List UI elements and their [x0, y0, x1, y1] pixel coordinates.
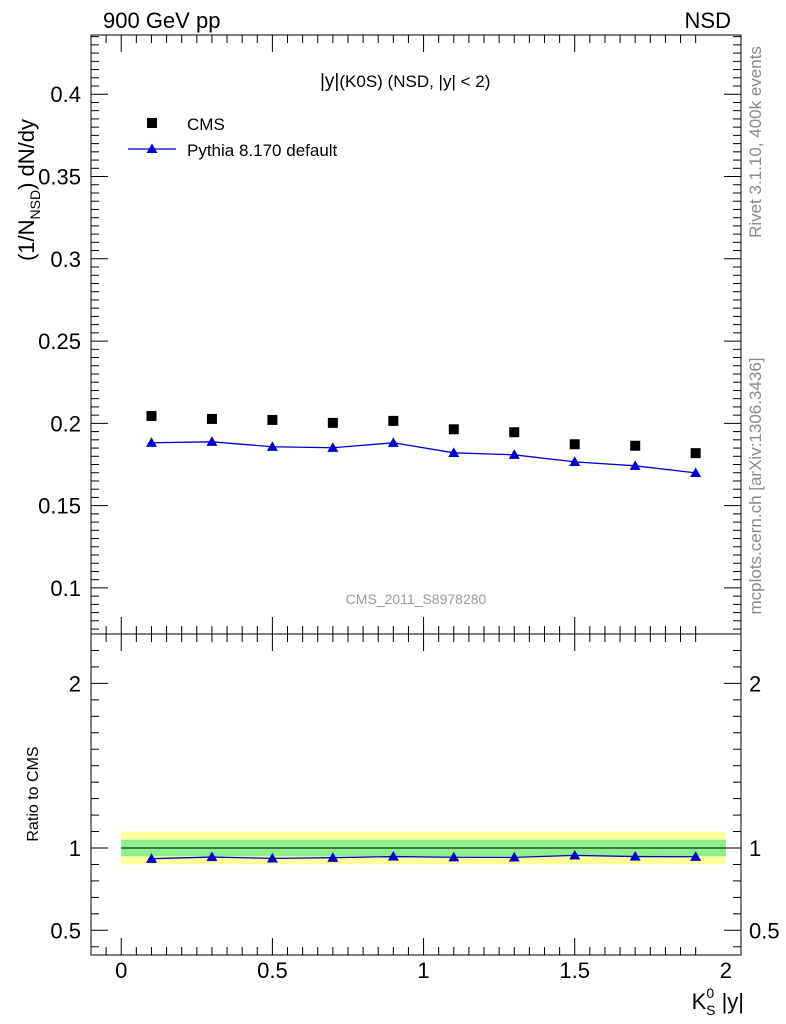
plot-title-rest: (K0S) (NSD, |y| < 2): [339, 72, 490, 91]
header-right: NSD: [685, 8, 731, 33]
mc-point-ratio: [448, 851, 460, 862]
x-tick-labels: 0 0.5 1 1.5 2: [115, 958, 732, 983]
cms-point: [630, 440, 641, 451]
mc-point-main: [629, 460, 641, 470]
mc-point-ratio: [387, 851, 399, 861]
rivet-version-label: Rivet 3.1.10, 400k events: [746, 46, 765, 238]
x-tick-label: 1.5: [559, 958, 590, 983]
cms-point: [569, 439, 580, 450]
mc-point-ratio: [206, 851, 218, 862]
mc-series-main: [145, 436, 702, 478]
main-y-tick-label: 0.25: [38, 329, 81, 354]
mc-point-main: [508, 449, 520, 459]
main-y-tick-label: 0.4: [50, 82, 81, 107]
main-y-tick-label: 0.35: [38, 165, 81, 190]
mc-point-main: [387, 437, 399, 447]
legend-cms-marker: [147, 118, 157, 128]
cms-series-main: [146, 410, 701, 459]
mc-point-ratio: [327, 852, 339, 862]
cms-point: [448, 424, 459, 435]
main-y-tick-label: 0.15: [38, 494, 81, 519]
ratio-y-tick-labels: 0.5 0.5 1 1 2 2: [50, 671, 779, 943]
cms-point: [327, 417, 338, 428]
mc-point-main: [327, 442, 339, 452]
mc-point-ratio: [145, 853, 157, 863]
x-tick-label: 0.5: [257, 958, 288, 983]
y-axis-label-ratio: Ratio to CMS: [25, 746, 42, 841]
mc-point-ratio: [569, 849, 581, 860]
cms-point: [388, 415, 399, 426]
mc-point-ratio: [629, 851, 641, 861]
plot-title-y: |y|: [320, 71, 339, 92]
ratio-y-tick-label-right: 0.5: [749, 918, 780, 943]
legend-cms-label: CMS: [187, 115, 225, 134]
main-y-tick-label: 0.2: [50, 411, 81, 436]
ratio-y-tick-label-right: 2: [749, 671, 761, 696]
main-y-tick-labels: 0.1 0.15 0.2 0.25 0.3 0.35 0.4: [38, 82, 81, 601]
cms-point: [267, 414, 278, 425]
main-axis-ticks: [90, 35, 741, 634]
mc-line-ratio: [151, 854, 696, 860]
legend-mc-marker: [146, 143, 158, 153]
mc-point-main: [145, 437, 157, 447]
ratio-y-tick-label-left: 0.5: [50, 918, 81, 943]
header-left: 900 GeV pp: [103, 8, 220, 33]
ratio-panel-frame: [90, 633, 742, 956]
legend: CMS Pythia 8.170 default: [128, 115, 338, 160]
analysis-watermark: CMS_2011_S8978280: [346, 591, 487, 607]
plot-title: |y|(K0S) (NSD, |y| < 2): [320, 71, 490, 92]
x-tick-label: 2: [720, 958, 732, 983]
mc-point-main: [569, 456, 581, 466]
ratio-y-tick-label-left: 2: [69, 671, 81, 696]
mc-point-main: [266, 441, 278, 451]
cms-point: [146, 410, 157, 421]
mc-point-main: [206, 436, 218, 446]
mc-point-ratio: [690, 851, 702, 861]
x-axis-label: K0 S |y|: [692, 985, 744, 1018]
mcplots-source-label: mcplots.cern.ch [arXiv:1306.3436]: [746, 357, 765, 614]
x-tick-label: 1: [417, 958, 429, 983]
ratio-y-tick-label-left: 1: [69, 836, 81, 861]
y-axis-label-main: (1/NNSD) dN/dy: [14, 119, 43, 261]
x-tick-label: 0: [115, 958, 127, 983]
cms-point: [206, 413, 217, 424]
main-y-tick-label: 0.3: [50, 247, 81, 272]
ratio-y-tick-label-right: 1: [749, 836, 761, 861]
ratio-axis-ticks: [90, 634, 741, 955]
mc-point-main: [448, 447, 460, 457]
main-y-tick-label: 0.1: [50, 576, 81, 601]
legend-mc-label: Pythia 8.170 default: [187, 141, 338, 160]
mc-point-ratio: [266, 852, 278, 863]
cms-point: [690, 448, 701, 459]
mc-point-ratio: [508, 851, 520, 862]
mc-series-ratio: [145, 849, 702, 863]
mc-point-main: [690, 467, 702, 478]
cms-point: [509, 427, 520, 438]
mc-line-main: [151, 441, 696, 474]
